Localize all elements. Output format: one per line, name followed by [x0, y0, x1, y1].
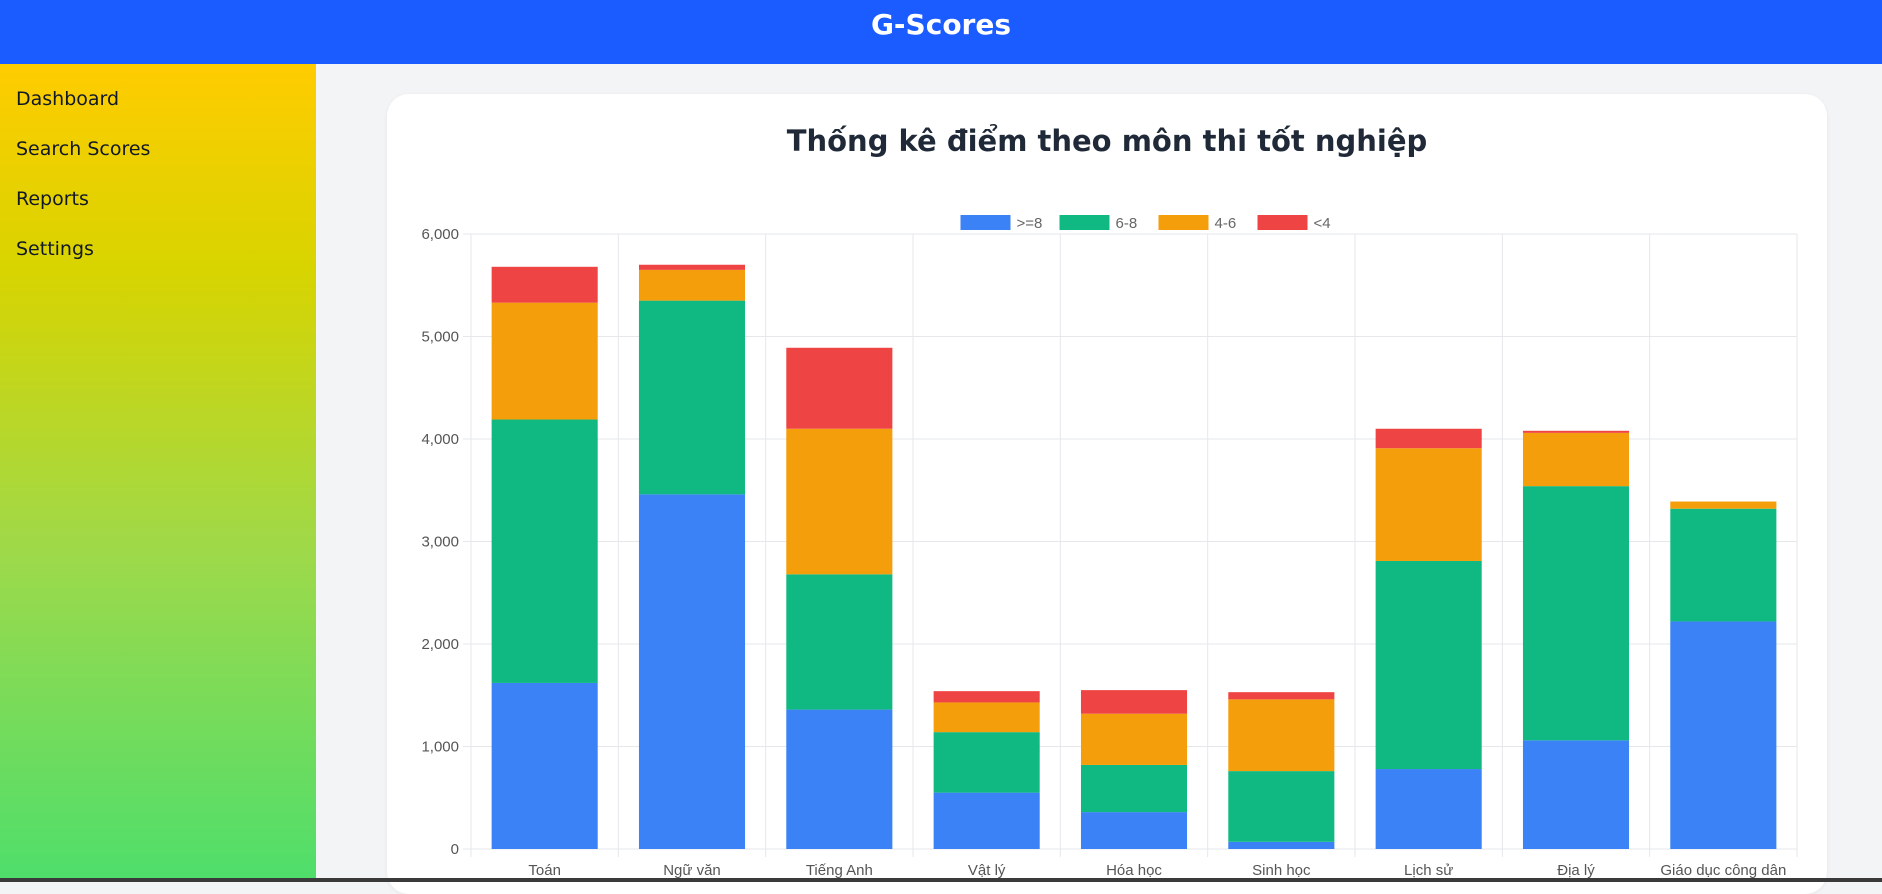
- legend-label: <4: [1314, 215, 1331, 232]
- x-tick-label: Tiếng Anh: [806, 862, 873, 879]
- legend-swatch[interactable]: [1257, 215, 1308, 230]
- bar-segment[interactable]: [638, 494, 746, 849]
- x-tick-label: Vật lý: [968, 862, 1006, 879]
- bar-segment[interactable]: [1080, 713, 1188, 765]
- bottom-bar: [0, 878, 1882, 882]
- y-tick-label: 1,000: [421, 739, 459, 756]
- legend-swatch[interactable]: [960, 215, 1011, 230]
- chart-title: Thống kê điểm theo môn thi tốt nghiệp: [786, 124, 1428, 158]
- bar-segment[interactable]: [638, 300, 746, 495]
- bar-segment[interactable]: [933, 792, 1040, 849]
- sidebar-item-settings[interactable]: Settings: [16, 238, 94, 260]
- bar-segment[interactable]: [1375, 560, 1482, 770]
- sidebar: Dashboard Search Scores Reports Settings: [0, 64, 316, 878]
- x-tick-label: Hóa học: [1106, 862, 1162, 879]
- bar-segment[interactable]: [1228, 692, 1335, 700]
- bar-segment[interactable]: [1522, 486, 1630, 741]
- bar-segment[interactable]: [1080, 764, 1188, 813]
- bar-segment[interactable]: [933, 732, 1040, 793]
- bar-segment[interactable]: [933, 702, 1040, 733]
- x-tick-label: Lịch sử: [1404, 862, 1453, 879]
- bar-segment[interactable]: [491, 682, 598, 849]
- y-tick-label: 4,000: [421, 431, 459, 448]
- bar-segment[interactable]: [1670, 621, 1777, 849]
- x-tick-label: Giáo dục công dân: [1660, 862, 1786, 879]
- y-tick-label: 3,000: [421, 534, 459, 551]
- x-tick-label: Địa lý: [1557, 862, 1595, 879]
- bar-segment[interactable]: [1228, 841, 1335, 849]
- bar-segment[interactable]: [1375, 428, 1482, 449]
- legend-label: 6-8: [1116, 215, 1138, 232]
- bar-segment[interactable]: [491, 302, 598, 420]
- x-tick-label: Sinh học: [1252, 862, 1311, 879]
- bar-segment[interactable]: [1228, 771, 1335, 842]
- bar-segment[interactable]: [638, 269, 746, 301]
- bar-segment[interactable]: [1522, 740, 1630, 849]
- bar-segment[interactable]: [638, 264, 746, 270]
- sidebar-item-dashboard[interactable]: Dashboard: [16, 88, 120, 110]
- y-tick-label: 2,000: [421, 636, 459, 653]
- legend-swatch[interactable]: [1158, 215, 1209, 230]
- bar-segment[interactable]: [786, 709, 893, 849]
- bar-segment[interactable]: [1375, 769, 1482, 849]
- bar-segment[interactable]: [933, 691, 1040, 703]
- bar-segment[interactable]: [491, 419, 598, 683]
- bar-segment[interactable]: [1670, 508, 1777, 622]
- bar-segment[interactable]: [1522, 432, 1630, 487]
- chart-card: Thống kê điểm theo môn thi tốt nghiệp 0 1…: [387, 94, 1827, 894]
- bar-segment[interactable]: [1375, 448, 1482, 561]
- bar-segment[interactable]: [491, 266, 598, 303]
- bar-segment[interactable]: [786, 347, 893, 429]
- stacked-bar-chart: 0 1,000 2,000 3,000 4,000 5,000 6,000 Toán Ngữ v…: [421, 215, 1798, 879]
- y-tick-label: 0: [451, 841, 459, 858]
- bar-segment[interactable]: [1670, 501, 1777, 509]
- bar-segment[interactable]: [786, 428, 893, 575]
- sidebar-item-search-scores[interactable]: Search Scores: [16, 138, 151, 160]
- y-tick-label: 6,000: [421, 226, 459, 243]
- y-tick-label: 5,000: [421, 329, 459, 346]
- legend-swatch[interactable]: [1059, 215, 1110, 230]
- bar-segment[interactable]: [1080, 690, 1188, 714]
- app-header: G-Scores: [0, 0, 1882, 64]
- bar-segment[interactable]: [1522, 430, 1630, 433]
- sidebar-item-reports[interactable]: Reports: [16, 188, 89, 210]
- legend-label: >=8: [1017, 215, 1043, 232]
- bar-segment[interactable]: [1080, 812, 1188, 849]
- app-title: G-Scores: [870, 7, 1012, 41]
- x-tick-label: Ngữ văn: [663, 862, 721, 879]
- x-tick-label: Toán: [528, 862, 561, 879]
- bar-segment[interactable]: [786, 574, 893, 710]
- legend-label: 4-6: [1215, 215, 1237, 232]
- bar-segment[interactable]: [1228, 699, 1335, 772]
